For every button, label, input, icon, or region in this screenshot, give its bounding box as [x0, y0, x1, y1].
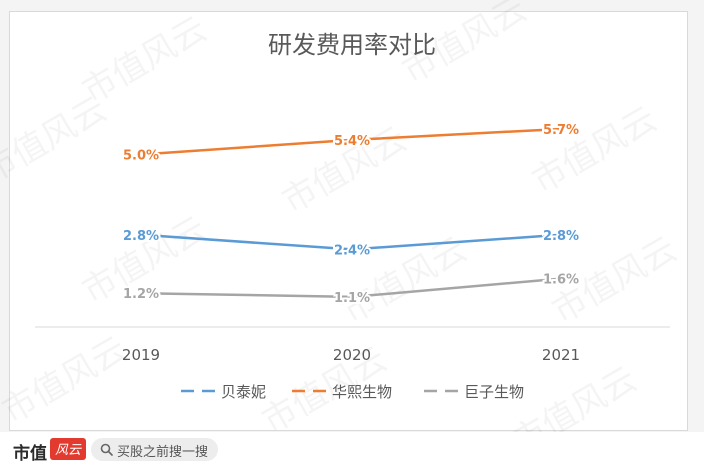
data-label: 5.7% [543, 123, 579, 138]
brand-logo-text: 风云 [55, 443, 82, 458]
search-icon [100, 443, 113, 456]
brand-logo: 风云 [50, 438, 86, 460]
search-box[interactable]: 买股之前搜一搜 [91, 438, 218, 461]
x-tick-label: 2019 [122, 346, 160, 364]
brand-name: 市值 [13, 444, 47, 464]
legend-label: 贝泰妮 [221, 383, 266, 401]
data-label: 5.4% [334, 134, 370, 149]
series-layer: 2.8% 2.4% 2.8% 5.0% 5.4% 5.7% 1.2% 1.1% 1.6% [121, 121, 581, 308]
series-line [140, 127, 562, 156]
legend: 贝泰妮 华熙生物 巨子生物 [181, 383, 524, 401]
x-tick-label: 2020 [333, 346, 371, 364]
x-tick-labels: 2019 2020 2021 [122, 346, 580, 364]
watermark-text: 市值风云 [526, 99, 664, 202]
chart-title: 研发费用率对比 [268, 31, 436, 59]
data-label: 1.2% [123, 287, 159, 302]
series-line [140, 233, 562, 251]
x-tick-label: 2021 [542, 346, 580, 364]
data-label: 2.8% [123, 229, 159, 244]
search-placeholder: 买股之前搜一搜 [117, 445, 209, 460]
data-label: 5.0% [123, 149, 159, 164]
data-label: 2.8% [543, 229, 579, 244]
watermark-text: 市值风云 [0, 329, 133, 432]
data-label: 1.6% [543, 273, 579, 288]
chart-card [9, 11, 688, 431]
series-line [140, 277, 562, 299]
footer-bar: 市值 风云 买股之前搜一搜 [0, 432, 704, 469]
legend-label: 华熙生物 [332, 383, 392, 401]
legend-label: 巨子生物 [464, 383, 524, 401]
watermark-text: 市值风云 [0, 89, 113, 192]
data-label: 1.1% [334, 291, 370, 306]
data-label: 2.4% [334, 243, 370, 258]
